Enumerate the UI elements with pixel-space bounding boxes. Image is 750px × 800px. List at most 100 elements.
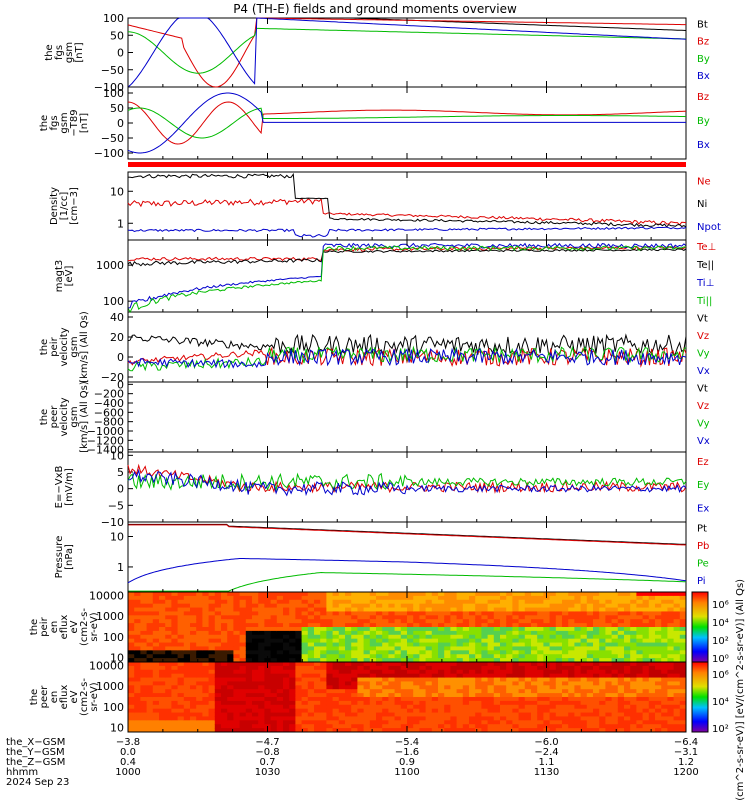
spectro-cell [562,654,569,659]
spectro-cell [586,630,594,636]
spectro-cell [338,669,346,675]
spectro-cell [227,669,234,675]
spectro-cell [531,642,538,647]
spectro-cell [636,708,644,714]
spectro-cell [444,685,451,690]
ytick-label: −50 [101,64,124,77]
spectro-cell [518,665,526,671]
spectro-cell [599,603,606,609]
colorbar-peir_eflux [691,591,709,663]
spectro-cell [438,595,445,601]
spectro-cell [648,658,656,663]
spectro-cell [332,623,340,628]
spectro-cell [345,712,352,717]
spectro-cell [128,611,135,616]
spectro-cell [481,623,489,628]
ylabel-line: eV [69,620,80,633]
spectro-cell [450,634,458,640]
spectro-cell [214,700,222,706]
spectro-cell [177,638,185,644]
spectro-cell [574,611,582,616]
spectro-cell [146,658,154,663]
spectro-cell [369,658,377,663]
spectro-cell [382,650,389,655]
spectro-cell [431,704,439,710]
spectro-cell [469,623,476,628]
spectro-cell [431,693,439,698]
spectro-cell [500,592,507,597]
spectro-cell [655,642,662,647]
spectro-cell [394,662,402,667]
spectro-cell [183,642,191,647]
spectro-cell [369,720,377,725]
spectro-cell [239,603,247,609]
spectro-cell [345,595,352,601]
spectro-cell [679,592,687,597]
spectro-cell [506,712,513,717]
spectro-cell [531,665,538,671]
spectro-cell [487,662,495,667]
spectro-cell [140,724,148,729]
spectro-cell [307,650,315,655]
spectro-cell [679,712,687,717]
spectro-cell [320,630,327,636]
spectro-cell [214,662,222,667]
spectro-cell [307,724,315,729]
spectro-cell [376,720,383,725]
spectro-cell [456,638,464,644]
spectro-cell [202,685,210,690]
spectro-cell [345,728,352,733]
spectro-cell [159,724,166,729]
spectro-cell [283,658,290,663]
spectro-cell [630,665,637,671]
spectro-cell [326,646,334,651]
spectro-cell [363,712,371,717]
spectro-cell [444,642,451,647]
spectro-cell [239,677,247,682]
spectro-cell [574,642,582,647]
spectro-cell [351,720,358,725]
spectro-cell [648,650,656,655]
spectro-cell [518,689,526,694]
spectro-cell [679,662,687,667]
spectro-cell [543,720,551,725]
spectro-cell [221,599,228,605]
spectro-cell [196,708,203,714]
spectro-cell [134,728,141,733]
series-Bz-T89 [127,101,687,145]
spectro-cell [258,662,265,667]
spectro-cell [171,654,179,659]
series-Vt-peir [127,333,687,357]
spectro-cell [245,599,253,605]
spectro-cell [363,677,371,682]
spectro-cell [314,592,321,597]
spectro-cell [586,619,594,624]
spectro-cell [475,599,482,605]
spectro-cell [630,708,637,714]
spectro-cell [196,658,203,663]
spectro-cell [518,619,526,624]
spectro-cell [208,615,216,620]
spectro-cell [419,669,427,675]
spectro-cell [202,623,210,628]
spectro-cell [214,615,222,620]
spectro-cell [617,623,625,628]
spectro-cell [469,611,476,616]
spectro-cell [245,595,253,601]
spectro-cell [165,630,172,636]
spectro-cell [183,592,191,597]
spectro-cell [407,716,414,721]
spectro-cell [326,595,334,601]
spectro-cell [314,623,321,628]
chart-title: P4 (TH-E) fields and ground moments over… [233,2,517,16]
spectro-cell [258,669,265,675]
spectro-cell [177,669,185,675]
spectro-cell [214,724,222,729]
spectro-cell [636,720,644,725]
spectro-cell [630,650,637,655]
spectro-cell [400,728,408,733]
spectro-cell [562,595,569,601]
spectro-cell [624,716,631,721]
spectro-cell [394,642,402,647]
spectro-cell [487,700,495,706]
